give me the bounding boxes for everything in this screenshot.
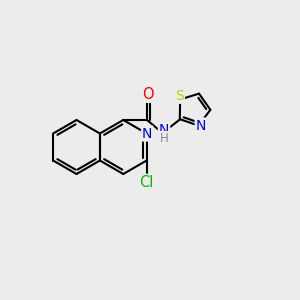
Text: S: S bbox=[175, 89, 184, 103]
Text: O: O bbox=[142, 87, 153, 102]
Text: N: N bbox=[159, 123, 169, 137]
Text: H: H bbox=[160, 132, 168, 145]
Text: Cl: Cl bbox=[140, 175, 154, 190]
Text: N: N bbox=[142, 127, 152, 140]
Text: N: N bbox=[196, 118, 206, 133]
